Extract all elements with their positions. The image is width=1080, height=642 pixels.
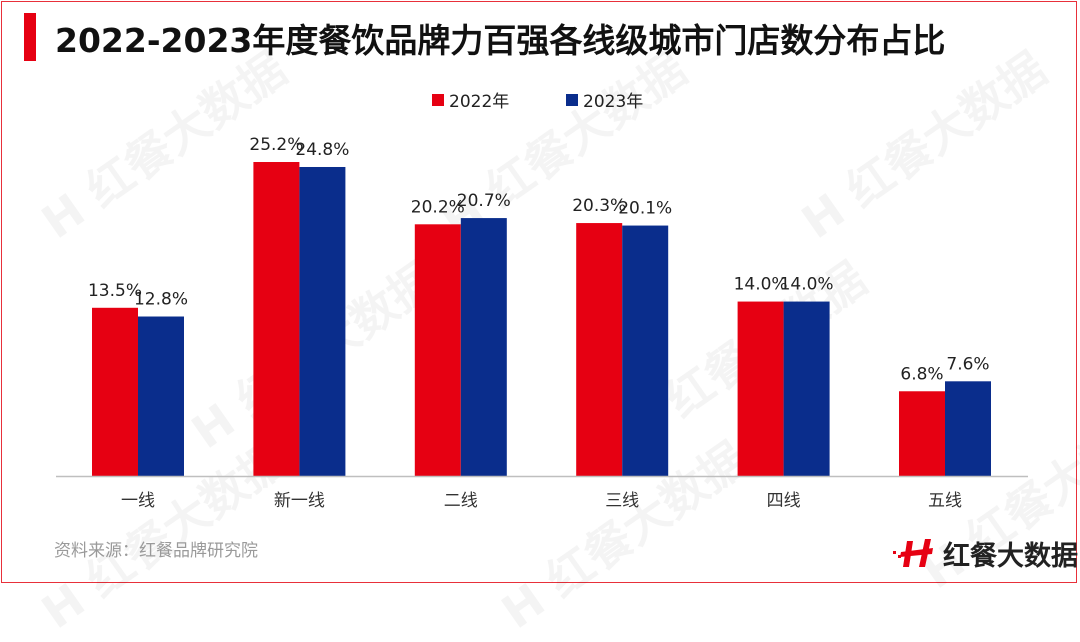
bar-2023 <box>783 301 830 476</box>
x-tick-label: 新一线 <box>274 491 325 511</box>
data-label: 14.0% <box>780 275 834 295</box>
data-label: 14.0% <box>734 275 788 295</box>
bar-2022 <box>737 301 784 476</box>
data-label: 20.7% <box>457 191 511 211</box>
data-label: 6.8% <box>900 364 943 384</box>
x-tick-label: 五线 <box>928 491 962 511</box>
data-label: 20.1% <box>618 199 672 219</box>
chart-title: 2022-2023年度餐饮品牌力百强各线级城市门店数分布占比 <box>55 21 946 60</box>
legend-label: 2022年 <box>449 92 509 112</box>
x-tick-label: 二线 <box>444 491 478 511</box>
logo-text: 红餐大数据 <box>943 541 1078 572</box>
x-tick-label: 三线 <box>605 491 639 511</box>
bar-2022 <box>576 223 623 476</box>
data-label: 24.8% <box>295 140 349 160</box>
bar-chart: 2022年 2023年 13.5%12.8% 一线 25.2%24.8% 新一线 20.2%… <box>56 92 1028 511</box>
chart-frame <box>1 1 1077 583</box>
bar-2022 <box>414 224 461 476</box>
x-tick-label: 四线 <box>767 491 801 511</box>
title-accent-bar <box>24 13 36 61</box>
data-label: 12.8% <box>134 290 188 310</box>
x-tick-label: 一线 <box>121 491 155 511</box>
data-label: 25.2% <box>249 135 303 155</box>
bar-2023 <box>299 166 346 476</box>
legend-label: 2023年 <box>583 92 643 112</box>
bar-2023 <box>945 381 991 476</box>
logo-h-icon <box>893 538 933 567</box>
bar-2022 <box>899 391 945 476</box>
brand-logo: 红餐大数据 <box>893 534 1078 573</box>
bar-2023 <box>138 316 184 476</box>
legend-swatch <box>432 94 444 106</box>
data-label: 20.2% <box>411 197 465 217</box>
source-note: 资料来源：红餐品牌研究院 <box>54 541 258 561</box>
legend-swatch <box>566 94 578 106</box>
bar-2023 <box>460 218 507 476</box>
bar-2023 <box>622 225 669 476</box>
data-label: 7.6% <box>946 354 989 374</box>
bar-2022 <box>253 162 300 476</box>
bar-2022 <box>92 307 138 476</box>
data-label: 13.5% <box>88 281 142 301</box>
data-label: 20.3% <box>572 196 626 216</box>
